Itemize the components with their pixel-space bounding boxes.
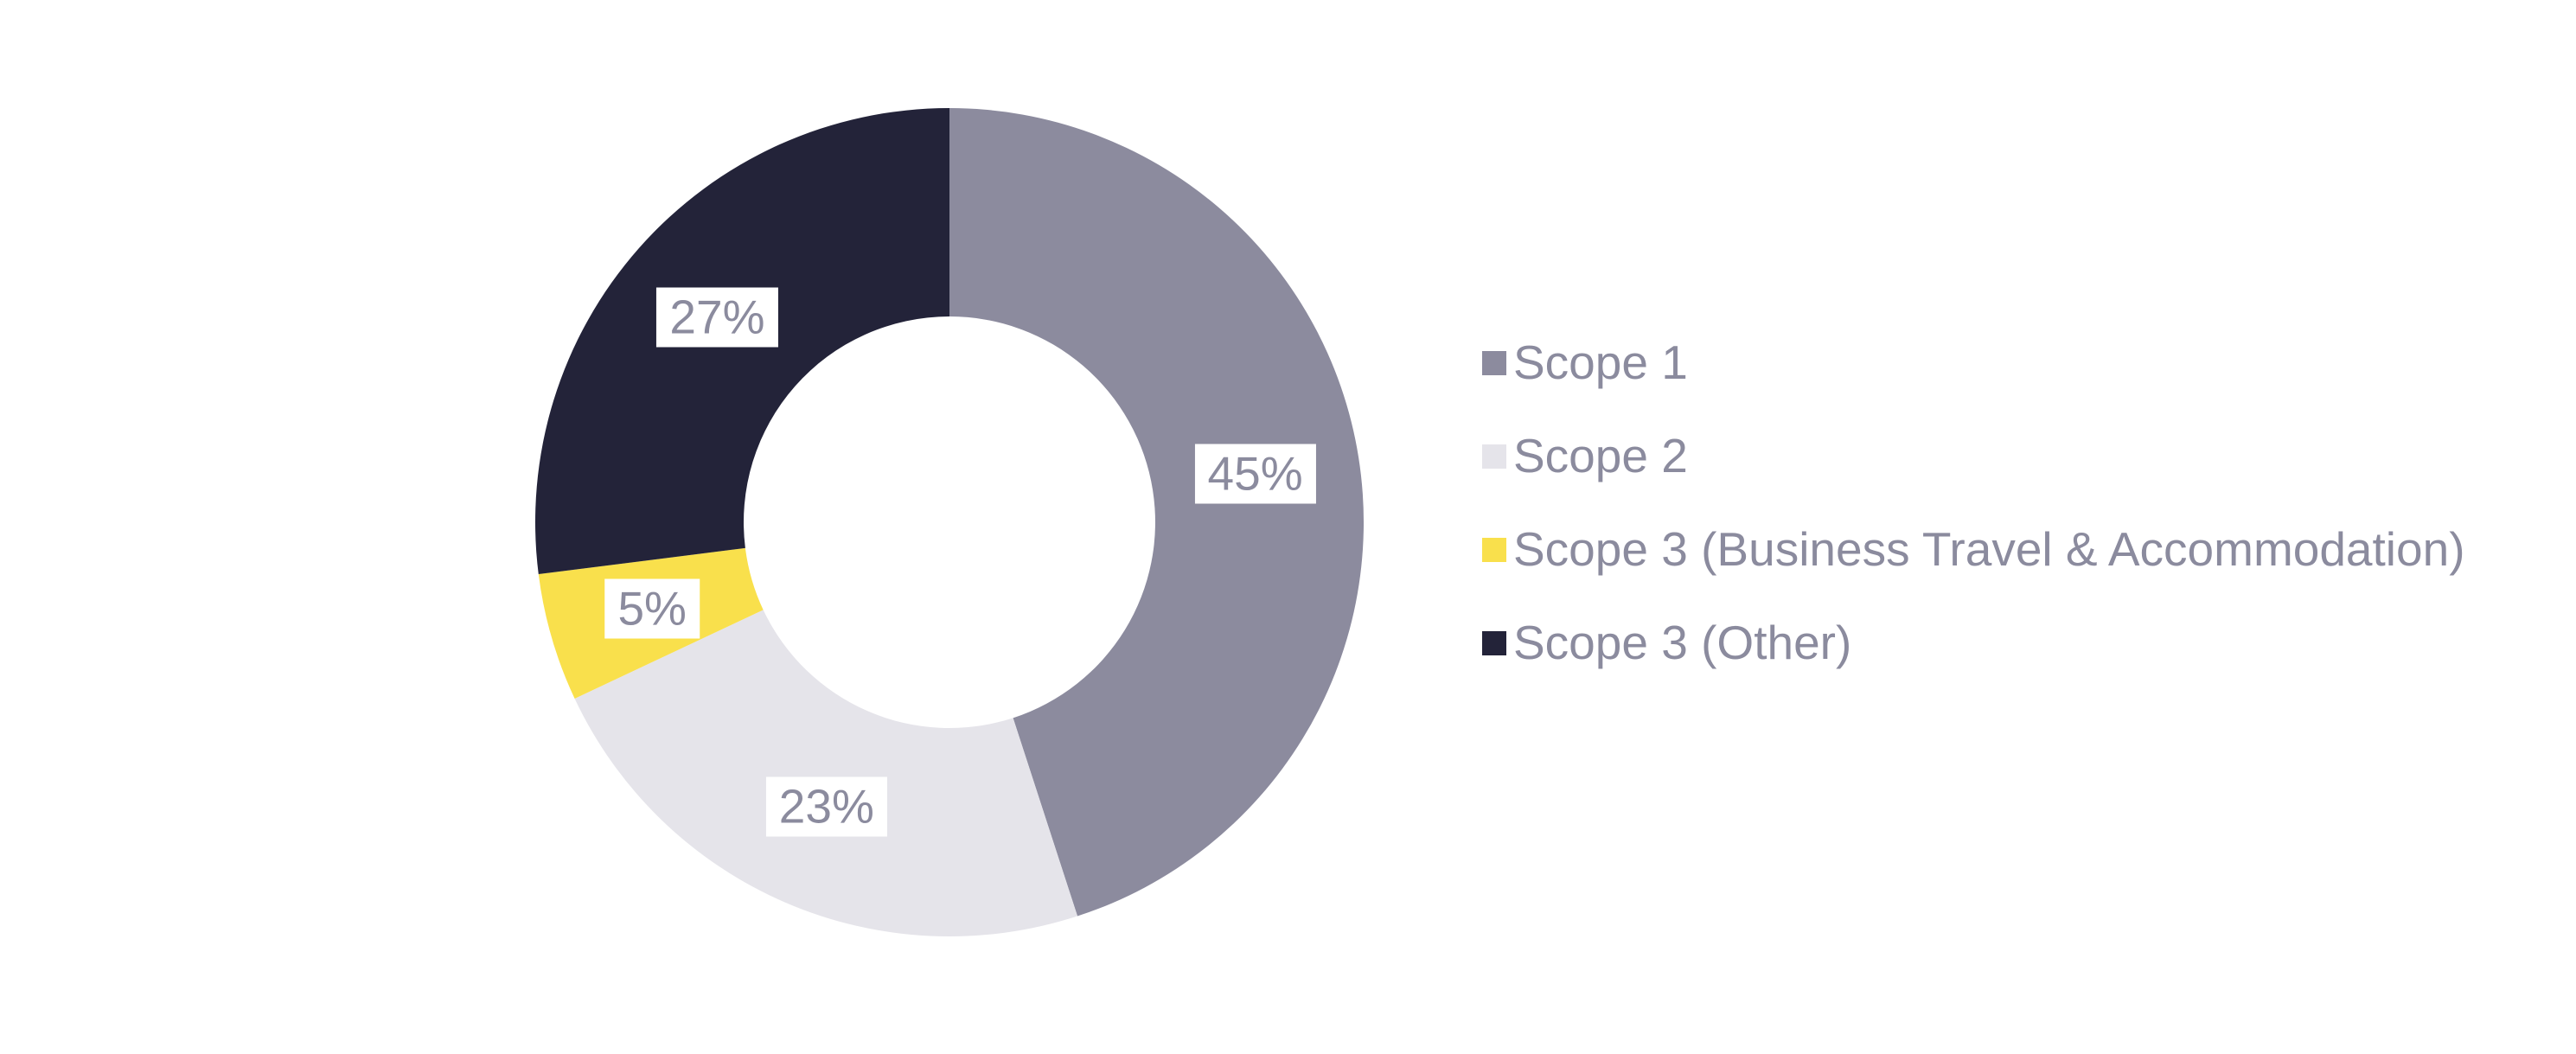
legend-item-label: Scope 1 xyxy=(1513,335,1688,389)
legend-marker-icon xyxy=(1482,350,1506,375)
legend-item-scope-3-other[interactable]: Scope 3 (Other) xyxy=(1482,619,2465,667)
legend-item-scope-1[interactable]: Scope 1 xyxy=(1482,339,2465,386)
legend-item-scope-2[interactable]: Scope 2 xyxy=(1482,432,2465,480)
pie-slice-scope-3-other[interactable] xyxy=(535,108,949,575)
pie-slice-scope-2[interactable] xyxy=(574,610,1078,937)
legend-item-label: Scope 3 (Other) xyxy=(1513,616,1852,669)
legend-item-label: Scope 2 xyxy=(1513,429,1688,482)
legend-marker-icon xyxy=(1482,630,1506,655)
legend-marker-icon xyxy=(1482,537,1506,562)
chart-legend: Scope 1 Scope 2 Scope 3 (Business Travel… xyxy=(1482,339,2465,667)
legend-item-scope-3-business-travel-accommodation[interactable]: Scope 3 (Business Travel & Accommodation… xyxy=(1482,526,2465,573)
legend-marker-icon xyxy=(1482,444,1506,469)
pie-slice-scope-1[interactable] xyxy=(949,108,1365,917)
legend-item-label: Scope 3 (Business Travel & Accommodation… xyxy=(1513,522,2465,576)
